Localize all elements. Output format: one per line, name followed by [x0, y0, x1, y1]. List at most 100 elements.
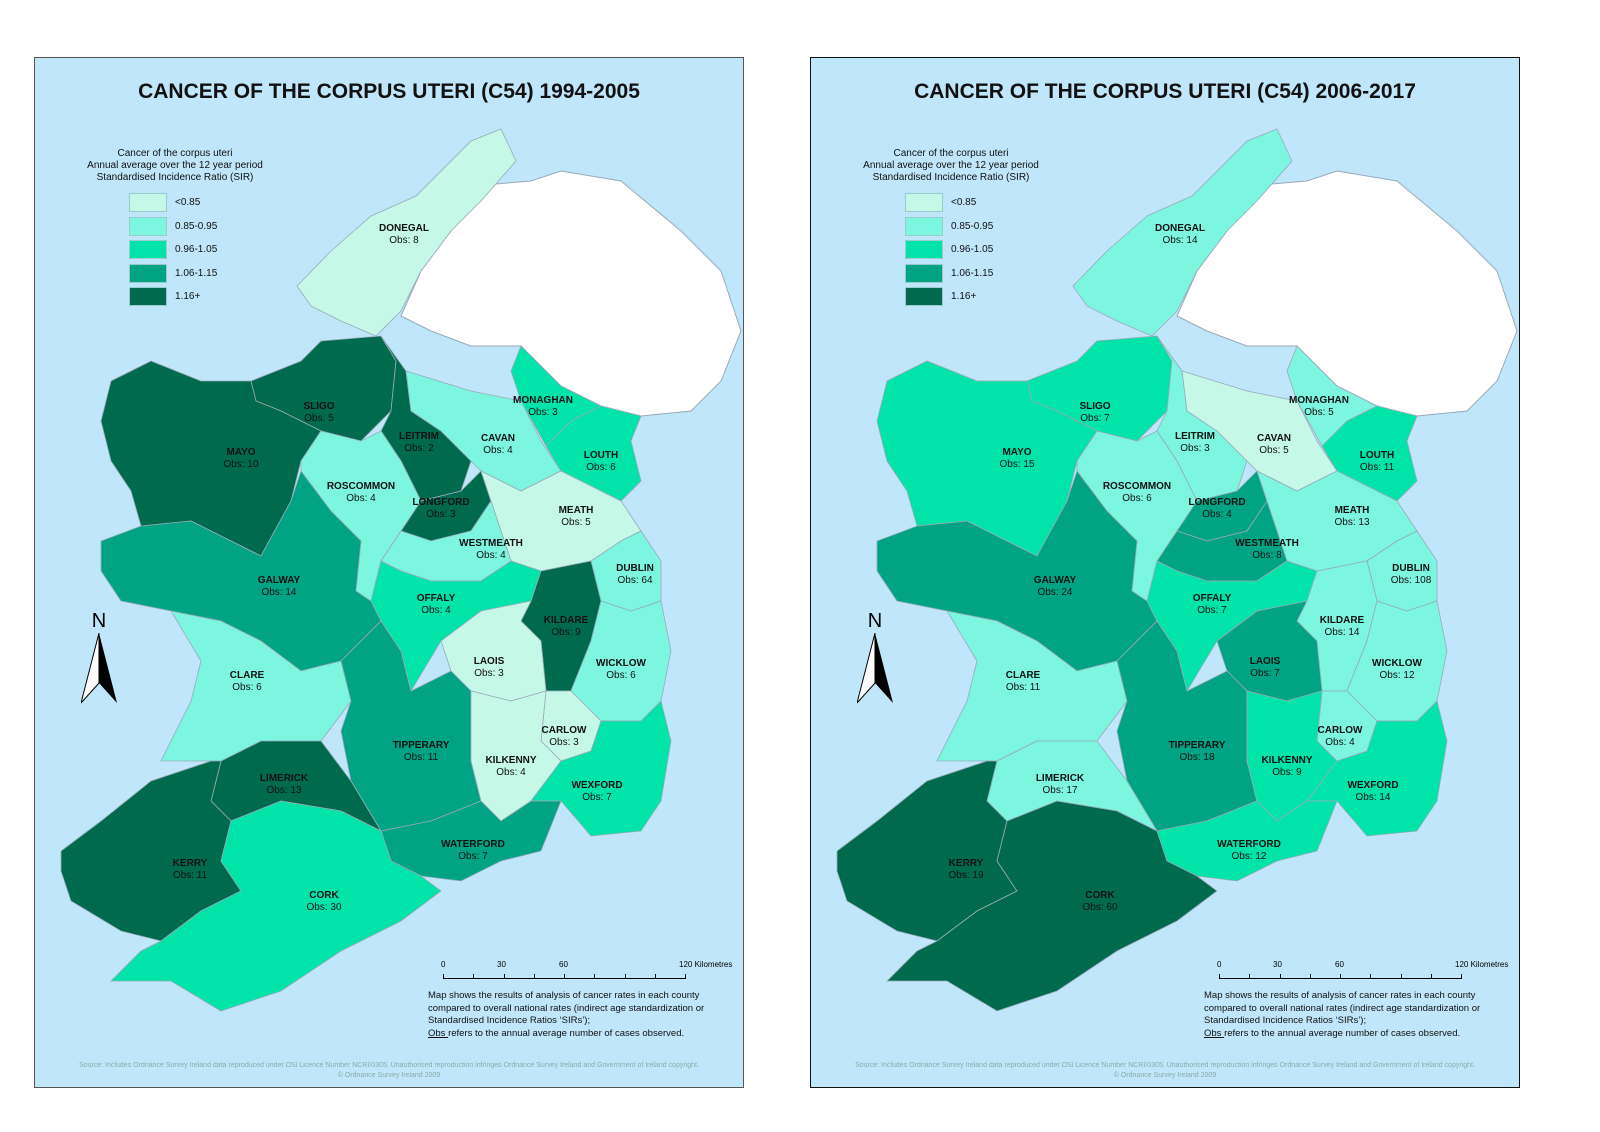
- county-name: TIPPERARY: [1168, 740, 1226, 751]
- legend-heading-line: Standardised Incidence Ratio (SIR): [96, 172, 254, 183]
- scale-label: 120 Kilometres: [679, 960, 733, 969]
- map-note: Map shows the results of analysis of can…: [428, 990, 743, 1040]
- county-cork: [110, 800, 442, 1012]
- legend-swatch: [129, 263, 167, 283]
- county-obs: Obs: 15: [999, 459, 1035, 470]
- legend-label: 1.06-1.15: [175, 267, 218, 279]
- county-name: CORK: [1085, 890, 1115, 901]
- county-donegal: [1072, 128, 1293, 337]
- county-obs: Obs: 14: [1324, 627, 1360, 638]
- county-obs: Obs: 12: [1231, 851, 1267, 862]
- county-name: MAYO: [1002, 447, 1032, 458]
- legend-heading: Cancer of the corpus uteri Annual averag…: [75, 148, 275, 184]
- county-label: KERRY Obs: 19: [948, 858, 983, 882]
- county-name: CARLOW: [1317, 725, 1363, 736]
- county-label: LIMERICK Obs: 17: [1036, 773, 1084, 797]
- county-label: LEITRIM Obs: 2: [399, 431, 439, 455]
- county-label: MAYO Obs: 15: [999, 447, 1034, 471]
- county-obs: Obs: 14: [1355, 792, 1391, 803]
- north-label: N: [91, 610, 107, 632]
- county-name: DUBLIN: [1392, 563, 1430, 574]
- county-label: OFFALY Obs: 7: [1193, 593, 1232, 617]
- county-label: WEXFORD Obs: 7: [571, 780, 622, 804]
- county-obs: Obs: 3: [528, 407, 558, 418]
- county-obs: Obs: 7: [1197, 605, 1227, 616]
- legend-label: 0.96-1.05: [951, 244, 994, 255]
- county-name: WATERFORD: [1217, 839, 1281, 850]
- county-name: WICKLOW: [596, 658, 646, 669]
- county-obs: Obs: 11: [172, 870, 208, 881]
- legend-label: <0.85: [951, 197, 977, 208]
- county-obs: Obs: 11: [1359, 462, 1395, 473]
- note-obs-term: Obs: [1204, 1027, 1225, 1039]
- note-text: refers to the annual average number of c…: [1224, 1027, 1461, 1039]
- scale-label: 0: [441, 960, 446, 969]
- legend-label: 0.96-1.05: [175, 244, 218, 255]
- county-name: WEXFORD: [1347, 780, 1399, 791]
- legend-item: 1.06-1.15: [905, 263, 994, 283]
- county-name: CAVAN: [480, 433, 516, 444]
- county-obs: Obs: 64: [617, 575, 653, 586]
- county-name: KILDARE: [1319, 615, 1365, 626]
- footer-copyright: © Ordnance Survey Ireland 2009: [1113, 1072, 1217, 1079]
- north-arrow: N: [855, 610, 895, 710]
- north-arrow: N: [79, 610, 119, 710]
- county-label: LIMERICK Obs: 13: [260, 773, 308, 797]
- footer-source: Source: Includes Ordnance Survey Ireland…: [855, 1062, 1475, 1069]
- legend-label: 0.85-0.95: [951, 220, 994, 232]
- northern-ireland-region: [400, 170, 742, 417]
- county-label: KERRY Obs: 11: [173, 858, 208, 882]
- county-name: KERRY: [172, 858, 208, 869]
- county-obs: Obs: 5: [304, 413, 334, 424]
- scale-tick: [1309, 974, 1311, 979]
- county-obs: Obs: 4: [483, 445, 513, 456]
- county-label: WESTMEATH Obs: 8: [1235, 538, 1299, 562]
- county-label: KILKENNY Obs: 9: [1261, 755, 1312, 779]
- county-label: TIPPERARY Obs: 11: [393, 740, 450, 764]
- scale-tick: [443, 974, 444, 979]
- county-name: ROSCOMMON: [326, 481, 396, 492]
- county-obs: Obs: 4: [496, 767, 526, 778]
- north-arrow-icon: [856, 632, 893, 704]
- county-obs: Obs: 11: [1005, 682, 1041, 693]
- county-label: MAYO Obs: 10: [223, 447, 258, 471]
- legend-item: 1.16+: [905, 287, 976, 306]
- county-obs: Obs: 9: [551, 627, 581, 638]
- scale-label: 30: [1273, 960, 1282, 969]
- county-name: OFFALY: [1192, 593, 1232, 604]
- legend-swatch: [129, 216, 167, 236]
- county-label: MONAGHAN Obs: 5: [1289, 395, 1349, 419]
- county-name: LONGFORD: [1188, 497, 1246, 508]
- county-name: WEXFORD: [571, 780, 623, 791]
- county-obs: Obs: 5: [1304, 407, 1334, 418]
- county-label: CAVAN Obs: 4: [481, 433, 515, 457]
- county-name: WICKLOW: [1372, 658, 1422, 669]
- scale-tick: [1249, 974, 1251, 979]
- county-obs: Obs: 7: [582, 792, 612, 803]
- county-name: LAOIS: [473, 656, 505, 667]
- county-obs: Obs: 30: [306, 902, 342, 913]
- legend-item: 0.96-1.05: [129, 240, 217, 259]
- county-label: OFFALY Obs: 4: [417, 593, 456, 617]
- county-label: WATERFORD Obs: 7: [441, 839, 505, 863]
- legend-item: 0.85-0.95: [905, 216, 994, 236]
- legend-heading-line: Cancer of the corpus uteri: [117, 148, 233, 159]
- map-panel-2006-2017: CANCER OF THE CORPUS UTERI (C54) 2006-20…: [810, 57, 1520, 1088]
- scale-tick: [654, 974, 656, 979]
- county-obs: Obs: 7: [458, 851, 488, 862]
- county-name: KILKENNY: [485, 755, 537, 766]
- note-text: Map shows the results of analysis of can…: [1204, 990, 1481, 1026]
- county-name: GALWAY: [1033, 575, 1077, 586]
- north-label: N: [867, 610, 883, 632]
- county-cork: [886, 800, 1218, 1012]
- county-label: CARLOW Obs: 3: [542, 725, 587, 749]
- county-name: KILKENNY: [1261, 755, 1313, 766]
- county-name: CARLOW: [541, 725, 587, 736]
- county-obs: Obs: 10: [223, 459, 259, 470]
- legend-label: 0.85-0.95: [175, 220, 218, 232]
- scale-bar: 0 30 60 120 Kilometres: [441, 960, 741, 990]
- county-obs: Obs: 7: [1080, 413, 1110, 424]
- legend-label: 1.06-1.15: [951, 267, 994, 279]
- map-panel-1994-2005: CANCER OF THE CORPUS UTERI (C54) 1994-20…: [34, 57, 744, 1088]
- county-name: LAOIS: [1249, 656, 1281, 667]
